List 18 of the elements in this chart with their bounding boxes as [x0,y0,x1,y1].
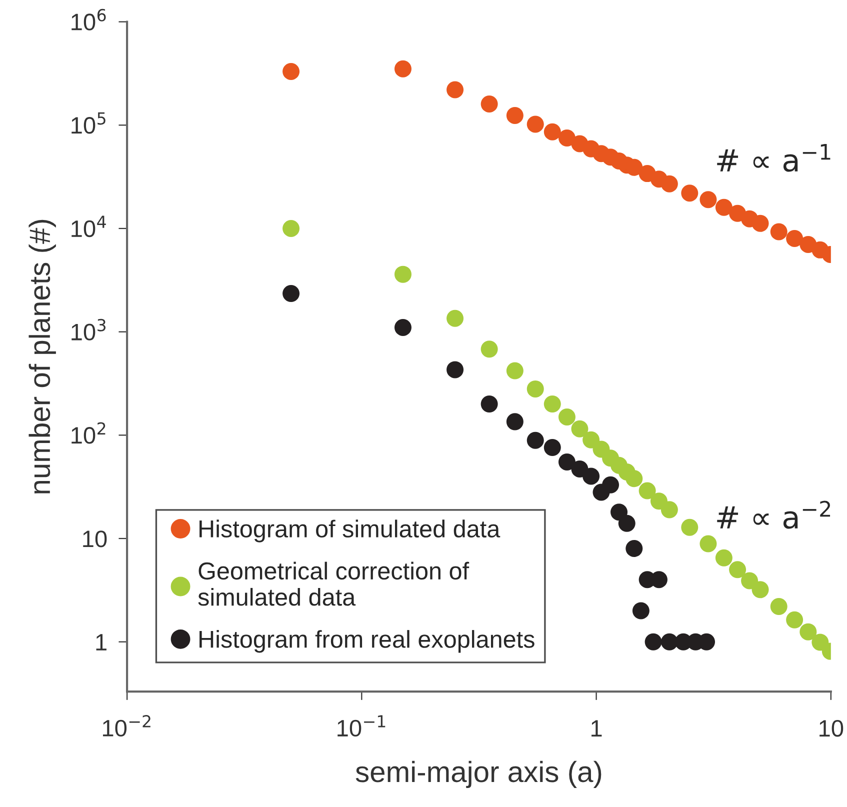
annotation: # ∝ a$^{−1}$ [717,144,830,172]
legend-label: Geometrical correction of simulated data [198,562,470,606]
y-tick-label: 10$^{6}$ [72,8,106,30]
y-tick-label: 10$^{2}$ [72,422,106,444]
annotation: # ∝ a$^{−2}$ [717,500,830,529]
y-tick-label: 10$^{5}$ [72,112,106,134]
y-tick-label: 10$^{4}$ [72,216,106,238]
legend-label: Histogram from real exoplanets [200,630,534,653]
y-tick-label: 1 [96,634,106,650]
legend-label: Histogram of simulated data [200,520,500,542]
y-tick-label: 10 [83,530,107,548]
x-tick-label: 10$^{−1}$ [338,715,386,737]
x-tick-label: 1 [592,720,602,736]
x-axis-title: semi-major axis (a) [356,760,602,788]
y-axis-title: number of planets (#) [28,220,56,494]
x-tick-label: 10$^{−2}$ [102,715,150,737]
y-tick-label: 10$^{3}$ [72,318,106,340]
x-tick-label: 10 [820,720,844,737]
